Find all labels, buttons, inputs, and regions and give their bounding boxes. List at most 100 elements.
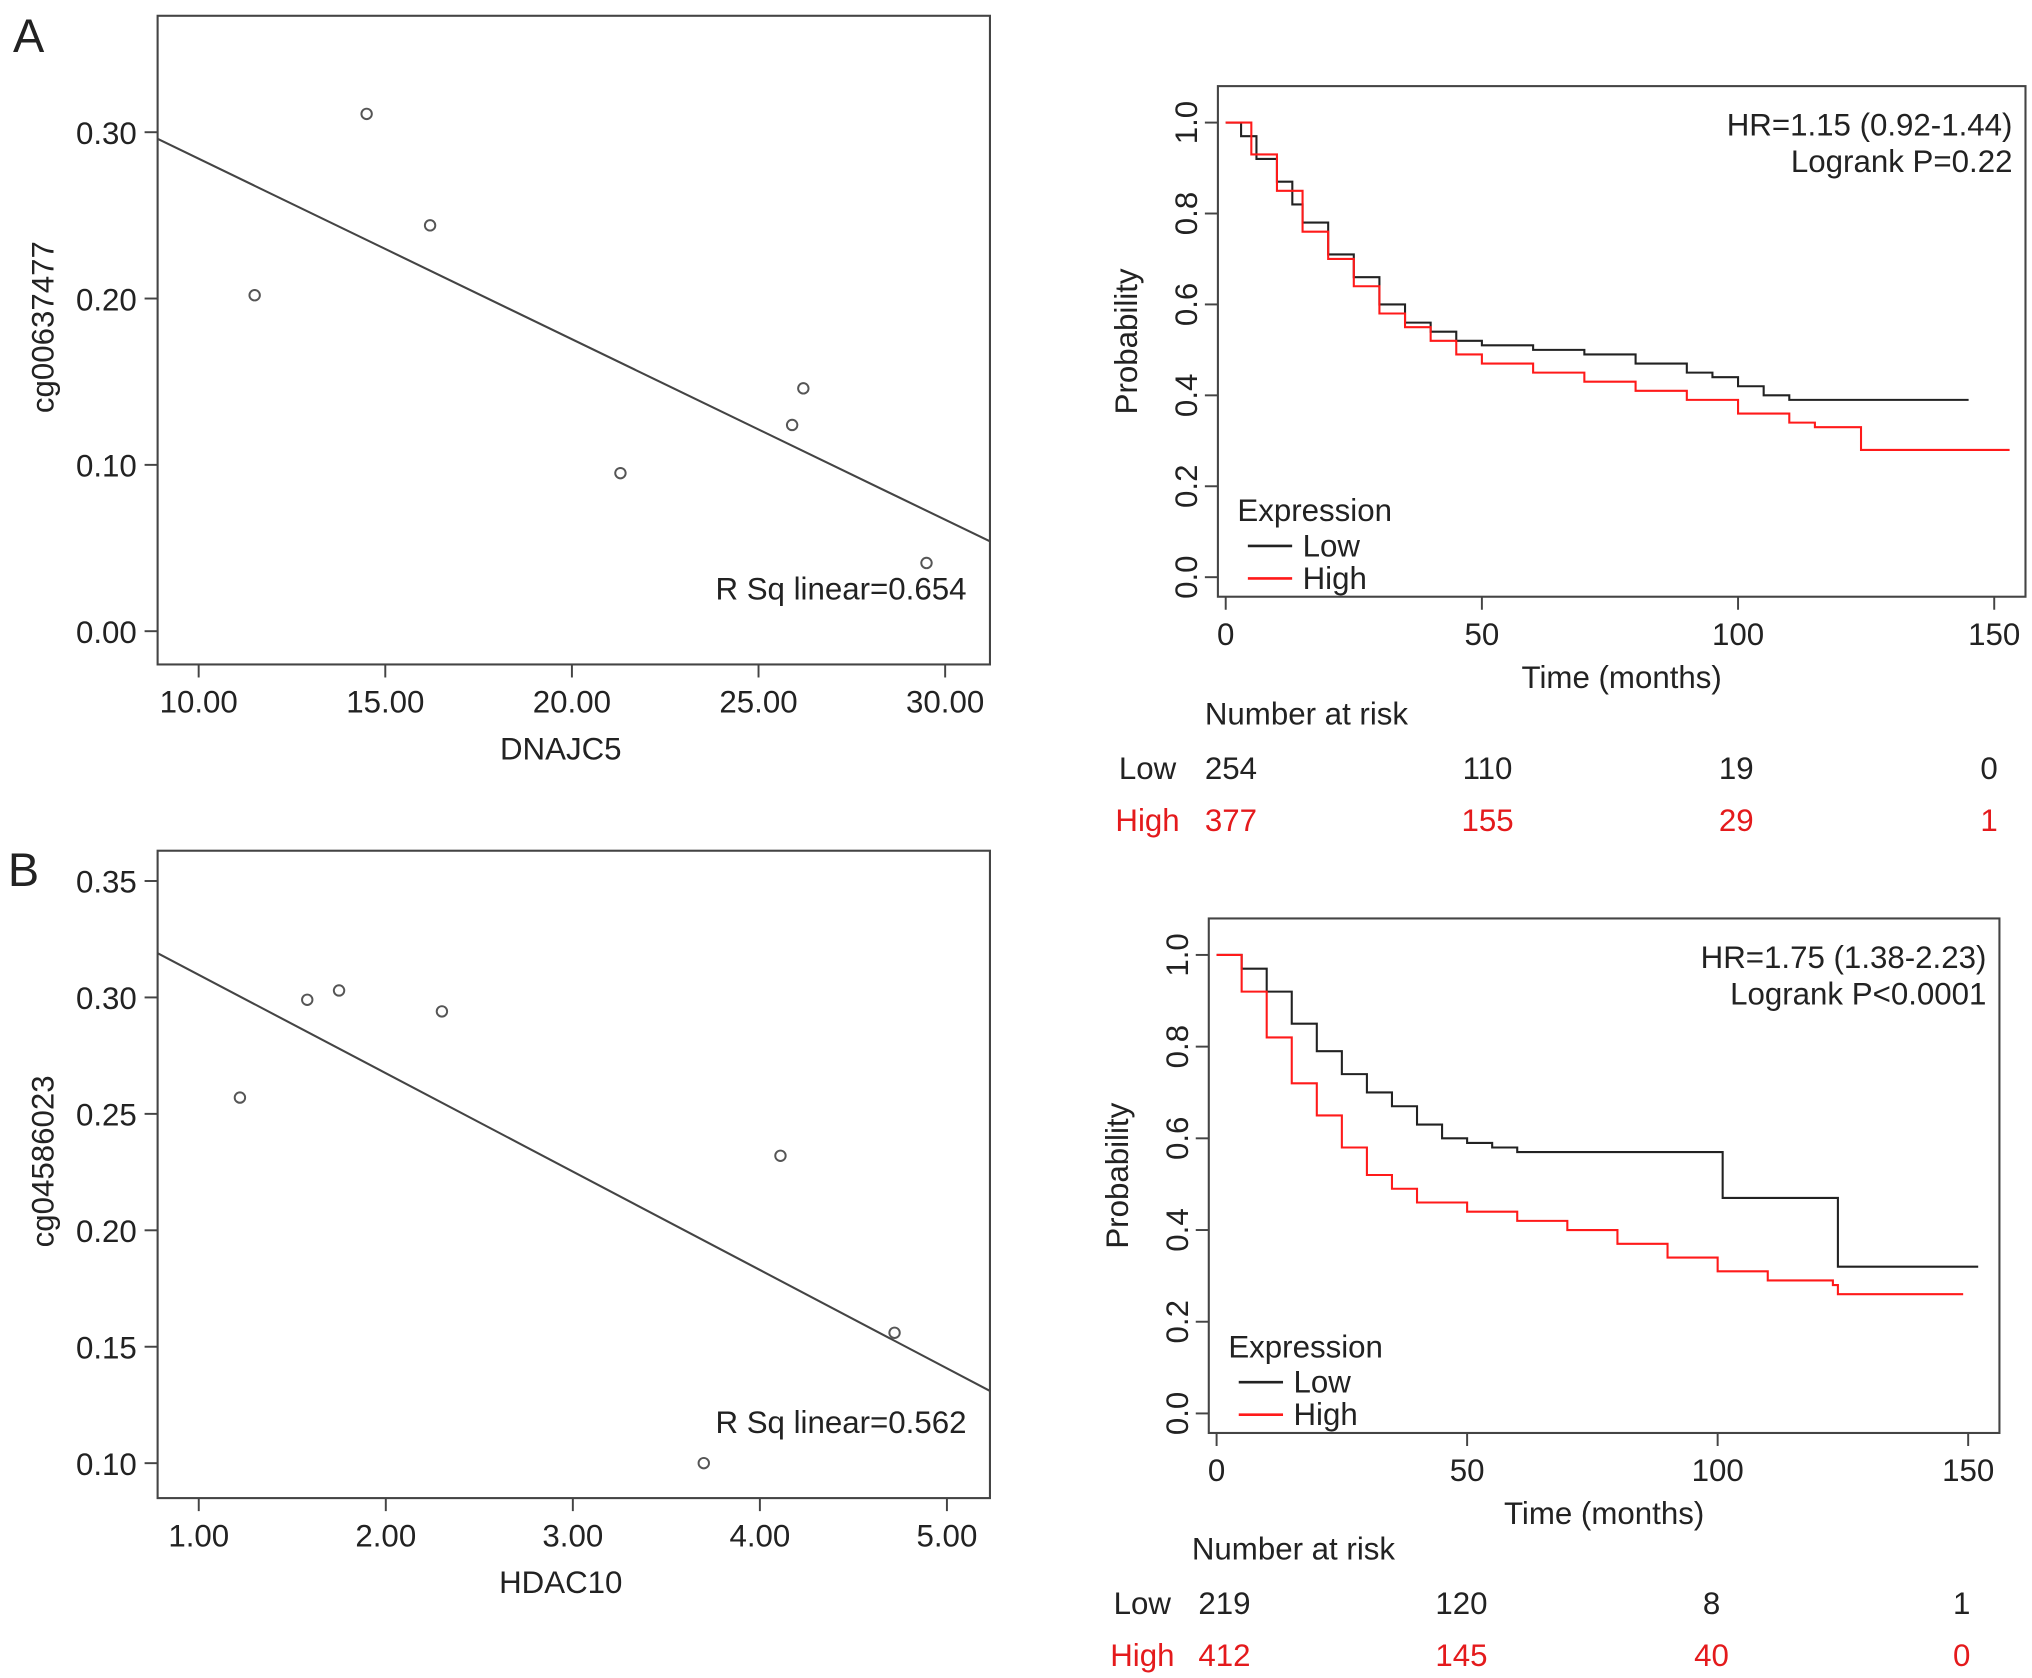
data-point <box>785 418 799 432</box>
y-tick-label: 0.25 <box>76 1098 137 1133</box>
risk-value: 377 <box>1205 803 1257 838</box>
risk-value: 110 <box>1463 751 1513 786</box>
risk-value: 19 <box>1719 751 1754 786</box>
x-tick-label: 150 <box>1942 1453 1994 1488</box>
data-point <box>233 1091 247 1104</box>
risk-value: 412 <box>1198 1638 1250 1673</box>
x-tick-label: 1.00 <box>168 1518 229 1553</box>
x-tick-label: 15.00 <box>346 685 424 720</box>
survival-curve-low <box>1225 121 1969 401</box>
risk-table-title: Number at risk <box>1205 696 1409 731</box>
risk-value: 40 <box>1694 1638 1729 1673</box>
data-point <box>697 1456 710 1470</box>
x-tick-label: 100 <box>1692 1453 1744 1488</box>
legend-label-low: Low <box>1303 528 1361 563</box>
y-axis-label: Probability <box>1100 1102 1135 1248</box>
regression-line <box>157 952 991 1392</box>
y-tick-label: 0.4 <box>1169 374 1204 417</box>
data-point <box>332 984 346 997</box>
y-axis-label: cg04586023 <box>25 1075 60 1247</box>
logrank-annotation: Logrank P=0.22 <box>1791 144 2013 179</box>
y-tick-label: 0.0 <box>1160 1392 1195 1435</box>
r-squared-annotation: R Sq linear=0.562 <box>715 1405 966 1440</box>
legend-title: Expression <box>1228 1329 1383 1364</box>
risk-row-label-low: Low <box>1114 1586 1172 1621</box>
risk-value: 0 <box>1953 1638 1970 1673</box>
y-tick-label: 0.0 <box>1169 555 1204 598</box>
data-point <box>888 1326 901 1339</box>
hazard-ratio-annotation: HR=1.15 (0.92-1.44) <box>1727 108 2013 143</box>
risk-value: 254 <box>1205 751 1257 786</box>
x-tick-label: 5.00 <box>917 1518 978 1553</box>
legend-label-low: Low <box>1293 1365 1351 1400</box>
risk-row-label-high: High <box>1115 803 1179 838</box>
x-tick-label: 50 <box>1450 1453 1485 1488</box>
y-tick-label: 0.20 <box>76 1214 137 1249</box>
survival-curve-high <box>1225 121 2010 451</box>
risk-value: 155 <box>1461 803 1513 838</box>
y-tick-label: 0.4 <box>1160 1208 1195 1251</box>
x-tick-label: 20.00 <box>533 685 611 720</box>
x-axis-label: Time (months) <box>1504 1496 1704 1531</box>
plot-frame <box>1207 917 2001 1435</box>
legend-title: Expression <box>1237 493 1392 528</box>
y-axis-label: cg00637477 <box>25 241 60 413</box>
survival-curve-high <box>1216 953 1964 1296</box>
risk-value: 8 <box>1703 1586 1720 1621</box>
plot-frame <box>156 14 991 666</box>
risk-value: 0 <box>1980 751 1997 786</box>
x-tick-label: 4.00 <box>729 1518 790 1553</box>
x-tick-label: 10.00 <box>160 685 238 720</box>
legend-label-high: High <box>1293 1397 1357 1432</box>
legend-label-high: High <box>1303 561 1367 596</box>
scatter-plot-b: 1.00 2.00 3.00 4.00 5.00 0.10 0.15 0.20 0.25 0.30… <box>25 849 991 1600</box>
y-tick-label: 0.15 <box>76 1330 137 1365</box>
x-tick-label: 0 <box>1208 1453 1225 1488</box>
x-axis-label: Time (months) <box>1522 660 1722 695</box>
y-tick-label: 0.35 <box>76 865 137 900</box>
risk-value: 219 <box>1198 1586 1250 1621</box>
hazard-ratio-annotation: HR=1.75 (1.38-2.23) <box>1701 940 1987 975</box>
x-tick-label: 25.00 <box>719 685 797 720</box>
x-axis-label: HDAC10 <box>499 1565 622 1600</box>
data-point <box>920 556 933 570</box>
survival-plot-b: 0 50 100 150 0.0 0.2 0.4 0.6 0.8 1.0 Time (months)… <box>1100 917 2001 1673</box>
y-tick-label: 0.30 <box>76 981 137 1016</box>
x-axis-label: DNAJC5 <box>500 732 622 767</box>
x-tick-label: 150 <box>1968 617 2020 652</box>
y-tick-label: 0.20 <box>76 282 137 317</box>
data-point <box>301 993 314 1006</box>
x-tick-label: 3.00 <box>542 1518 603 1553</box>
risk-row-label-low: Low <box>1119 751 1177 786</box>
y-tick-label: 0.10 <box>76 449 137 484</box>
x-tick-label: 2.00 <box>355 1518 416 1553</box>
x-tick-label: 0 <box>1217 617 1234 652</box>
y-tick-label: 0.6 <box>1169 283 1204 326</box>
risk-value: 1 <box>1953 1586 1970 1621</box>
y-tick-label: 0.2 <box>1160 1300 1195 1343</box>
y-axis-label: Probability <box>1109 268 1144 414</box>
data-point <box>423 219 437 232</box>
x-tick-label: 30.00 <box>906 685 984 720</box>
risk-value: 29 <box>1719 803 1754 838</box>
data-point <box>797 382 810 395</box>
y-tick-label: 0.8 <box>1169 192 1204 235</box>
y-tick-label: 0.00 <box>76 615 137 650</box>
risk-value: 1 <box>1980 803 1997 838</box>
panel-label-b: B <box>8 844 39 896</box>
regression-line <box>157 137 991 543</box>
survival-curve-low <box>1216 953 1979 1268</box>
risk-value: 145 <box>1435 1638 1487 1673</box>
y-tick-label: 0.2 <box>1169 465 1204 508</box>
x-tick-label: 100 <box>1712 617 1764 652</box>
y-tick-label: 0.6 <box>1160 1117 1195 1160</box>
plot-frame <box>156 849 991 1500</box>
data-point <box>774 1149 787 1162</box>
plot-frame <box>1216 85 2027 598</box>
risk-table-title: Number at risk <box>1192 1531 1396 1566</box>
y-tick-label: 0.8 <box>1160 1025 1195 1068</box>
survival-plot-a: 0 50 100 150 0.0 0.2 0.4 0.6 0.8 1.0 Time (months)… <box>1109 85 2027 838</box>
risk-value: 120 <box>1435 1586 1487 1621</box>
data-point <box>614 466 627 480</box>
